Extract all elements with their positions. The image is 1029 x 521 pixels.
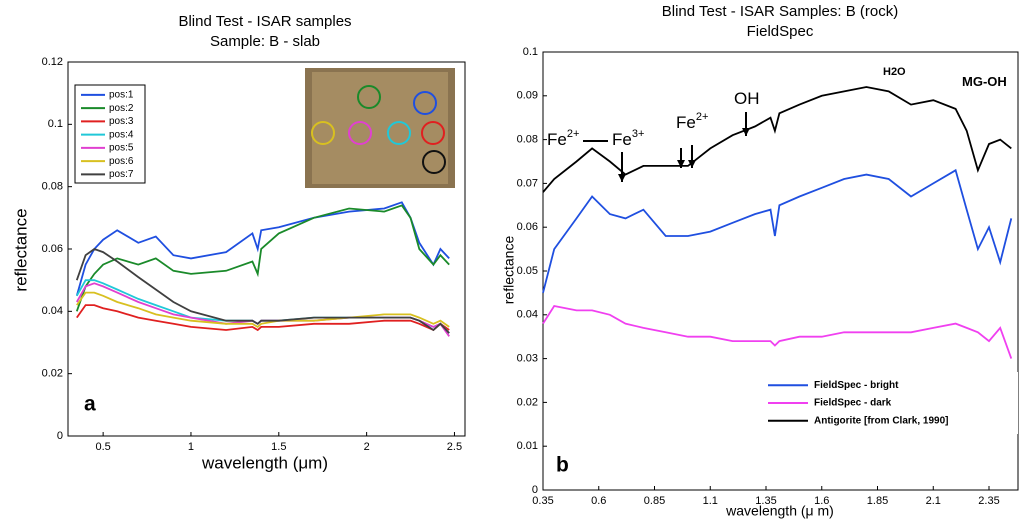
y-tick-label: 0.07 (517, 177, 538, 189)
photo-circle (413, 91, 437, 115)
y-tick-label: 0.05 (517, 265, 538, 277)
annotation-text: MG-OH (962, 74, 1007, 89)
y-tick-label: 0.02 (42, 368, 63, 380)
y-tick-label: 0.06 (42, 243, 63, 255)
legend-label: pos:7 (109, 169, 134, 180)
data-line (542, 168, 1013, 294)
x-tick-label: 2.35 (978, 495, 999, 507)
photo-circle (387, 121, 411, 145)
photo-circle (421, 121, 445, 145)
y-tick-label: 0 (532, 484, 538, 496)
annotation: OH (734, 89, 760, 108)
arrow-head (677, 160, 685, 168)
data-line (542, 86, 1012, 193)
annotation-text: Fe (612, 130, 632, 149)
annotation: Fe2+ (547, 128, 579, 150)
y-tick-label: 0.01 (517, 440, 538, 452)
annotation-sup: 2+ (567, 128, 580, 140)
y-tick-label: 0.03 (517, 353, 538, 365)
x-tick-label: 2.1 (926, 495, 941, 507)
data-line (76, 282, 450, 337)
y-tick-label: 0.08 (517, 134, 538, 146)
annotation-text: H2O (883, 66, 906, 78)
chart-subtitle: FieldSpec (747, 23, 814, 40)
annotation: Fe3+ (612, 128, 644, 150)
data-line (76, 304, 450, 332)
legend-label: FieldSpec - bright (814, 380, 899, 391)
legend-label: FieldSpec - dark (814, 398, 892, 409)
legend-label: pos:3 (109, 116, 134, 127)
y-axis-label: reflectance (501, 236, 517, 305)
annotation: MG-OH (962, 74, 1007, 89)
chart-title: Blind Test - ISAR Samples: B (rock) (662, 3, 898, 20)
x-tick-label: 0.5 (95, 441, 110, 453)
panel-label: b (556, 454, 569, 477)
x-tick-label: 1.35 (755, 495, 776, 507)
x-tick-label: 1 (188, 441, 194, 453)
x-tick-label: 1.1 (703, 495, 718, 507)
annotation-sup: 2+ (696, 111, 709, 123)
data-line (542, 304, 1013, 359)
y-tick-label: 0.12 (42, 56, 63, 68)
y-tick-label: 0.02 (517, 396, 538, 408)
y-tick-label: 0 (57, 430, 63, 442)
data-line (75, 201, 450, 297)
x-tick-label: 1.6 (814, 495, 829, 507)
photo-circle (311, 121, 335, 145)
legend-label: Antigorite [from Clark, 1990] (814, 415, 948, 426)
photo-circle (348, 121, 372, 145)
y-tick-label: 0.1 (48, 118, 63, 130)
y-tick-label: 0.04 (517, 309, 538, 321)
data-line (75, 247, 450, 334)
annotation-text: Fe (547, 130, 567, 149)
x-tick-label: 2 (364, 441, 370, 453)
sample-photo (305, 68, 455, 188)
arrow-head (618, 174, 626, 182)
annotation-text: Fe (676, 113, 696, 132)
y-tick-label: 0.06 (517, 221, 538, 233)
photo-circle (422, 150, 446, 174)
x-tick-label: 2.5 (447, 441, 462, 453)
x-axis-label: wavelength (μ m) (725, 503, 834, 519)
legend-label: pos:4 (109, 129, 134, 140)
x-tick-label: 0.6 (591, 495, 606, 507)
annotation: H2O (883, 66, 906, 78)
x-axis-label: wavelength (μm) (201, 453, 328, 472)
x-tick-label: 0.85 (644, 495, 665, 507)
y-tick-label: 0.1 (523, 46, 538, 58)
legend-label: pos:2 (109, 103, 134, 114)
x-tick-label: 1.85 (867, 495, 888, 507)
y-tick-label: 0.09 (517, 90, 538, 102)
x-tick-label: 1.5 (271, 441, 286, 453)
panel-label: a (84, 393, 96, 416)
photo-rock (312, 72, 448, 184)
data-line (76, 291, 450, 329)
arrow-head (742, 128, 750, 136)
annotation-sup: 3+ (632, 128, 645, 140)
y-axis-label: reflectance (11, 208, 30, 291)
photo-circle (357, 85, 381, 109)
annotation: Fe2+ (676, 111, 708, 133)
legend-label: pos:1 (109, 90, 134, 101)
annotation-text: OH (734, 89, 760, 108)
arrow-head (688, 160, 696, 168)
y-tick-label: 0.04 (42, 305, 63, 317)
chart-title: Blind Test - ISAR samples (178, 13, 351, 30)
y-tick-label: 0.08 (42, 181, 63, 193)
chart-subtitle: Sample: B - slab (210, 33, 320, 50)
legend-label: pos:5 (109, 143, 134, 154)
x-tick-label: 0.35 (532, 495, 553, 507)
data-line (75, 204, 450, 312)
legend-label: pos:6 (109, 156, 134, 167)
